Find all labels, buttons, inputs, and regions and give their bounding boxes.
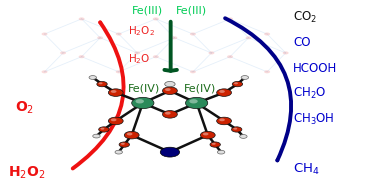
Circle shape [171,36,177,39]
Circle shape [97,36,103,39]
Circle shape [165,81,175,87]
Circle shape [99,82,102,84]
Circle shape [160,147,180,157]
Circle shape [217,117,232,125]
Circle shape [165,112,171,115]
Circle shape [246,36,252,39]
Text: H$_2$O: H$_2$O [128,53,151,67]
Circle shape [111,118,116,121]
Circle shape [283,51,289,54]
Text: CH$_2$O: CH$_2$O [293,86,326,101]
Circle shape [111,90,116,93]
Circle shape [241,76,249,79]
Circle shape [79,17,85,20]
Circle shape [217,89,232,96]
Text: CO$_2$: CO$_2$ [293,9,317,25]
Circle shape [232,127,242,132]
Circle shape [209,51,214,54]
Text: HCOOH: HCOOH [293,62,337,74]
Text: Fe(III): Fe(III) [176,5,207,15]
Circle shape [227,55,233,58]
Circle shape [132,97,154,109]
Circle shape [233,128,237,130]
Circle shape [219,118,225,121]
Text: CH$_3$OH: CH$_3$OH [293,112,335,127]
Circle shape [97,81,107,87]
Circle shape [42,70,47,73]
Text: H$_2$O$_2$: H$_2$O$_2$ [8,165,46,181]
Circle shape [108,89,123,96]
Circle shape [108,117,123,125]
Circle shape [124,131,139,139]
Circle shape [153,17,159,20]
FancyArrowPatch shape [225,18,291,160]
Circle shape [116,33,122,36]
Circle shape [227,17,233,20]
Text: Fe(IV): Fe(IV) [184,84,216,94]
Circle shape [162,111,177,118]
Circle shape [264,33,270,36]
Circle shape [203,132,209,136]
Circle shape [162,87,177,94]
Text: CO: CO [293,36,311,49]
Circle shape [264,70,270,73]
Circle shape [190,70,196,73]
Circle shape [121,143,125,145]
Circle shape [134,51,140,54]
Circle shape [115,150,122,154]
Circle shape [210,142,220,147]
Circle shape [42,33,47,36]
Circle shape [101,128,104,130]
Text: CH$_4$: CH$_4$ [293,162,320,177]
Circle shape [186,97,208,109]
Circle shape [200,131,215,139]
Text: H$_2$O$_2$: H$_2$O$_2$ [128,24,155,38]
Circle shape [135,99,144,103]
Circle shape [93,134,100,138]
FancyArrowPatch shape [73,22,124,168]
Text: O$_2$: O$_2$ [15,100,34,116]
Circle shape [232,81,243,87]
Circle shape [127,132,132,136]
Circle shape [119,142,129,147]
Circle shape [217,150,225,154]
Circle shape [116,70,122,73]
Circle shape [212,143,216,145]
Circle shape [240,135,247,138]
Circle shape [89,76,96,79]
Circle shape [189,99,198,103]
Text: Fe(IV): Fe(IV) [128,84,160,94]
Circle shape [219,90,225,93]
Text: Fe(III): Fe(III) [132,5,163,15]
Circle shape [60,51,66,54]
Circle shape [190,33,196,36]
Circle shape [234,82,238,84]
Circle shape [153,55,159,58]
Circle shape [165,88,171,91]
Circle shape [79,55,85,58]
Circle shape [99,127,109,132]
